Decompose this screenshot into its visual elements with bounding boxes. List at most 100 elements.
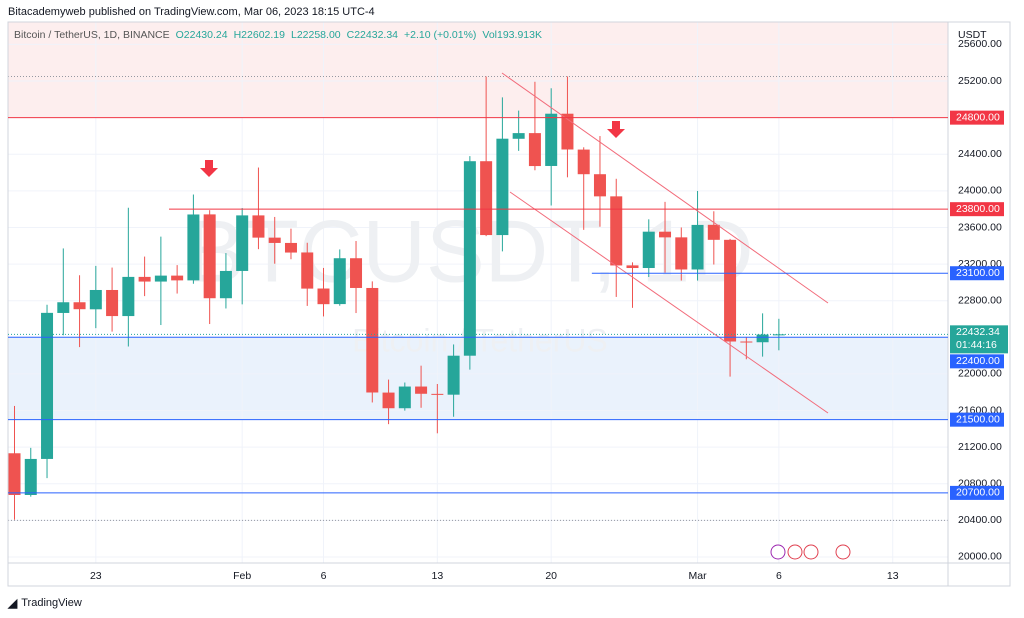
candle-body	[333, 258, 346, 305]
y-tick-label: 22800.00	[958, 294, 1002, 306]
candle-body	[610, 196, 623, 266]
channel-lower	[509, 191, 829, 414]
candle-body	[577, 149, 590, 175]
y-tick-label: 22000.00	[958, 368, 1002, 380]
candle-body	[561, 113, 574, 150]
countdown: 01:44:16	[956, 339, 997, 351]
candle-body	[756, 334, 769, 343]
level-label-box	[950, 412, 1004, 427]
candle-body	[463, 161, 476, 356]
y-tick-label: 23600.00	[958, 221, 1002, 233]
event-icons	[770, 544, 851, 560]
candle-body	[8, 453, 21, 495]
candle-body	[301, 252, 314, 289]
channel-upper	[501, 72, 829, 304]
x-tick-label: 6	[321, 570, 327, 582]
event-icon[interactable]	[803, 544, 819, 560]
candle-body	[203, 214, 216, 299]
header: Bitacademyweb published on TradingView.c…	[8, 6, 375, 18]
candle-body	[284, 242, 297, 253]
y-tick-label: 21200.00	[958, 441, 1002, 453]
level-label: 20700.00	[956, 487, 1000, 499]
y-tick-label: 24400.00	[958, 148, 1002, 160]
event-icon[interactable]	[787, 544, 803, 560]
legend-item: C22432.34	[346, 29, 399, 41]
x-tick-label: Feb	[233, 570, 251, 582]
y-tick-label: 24000.00	[958, 185, 1002, 197]
level-label: 23800.00	[956, 203, 1000, 215]
level-label-box	[950, 266, 1004, 281]
candle-body	[675, 237, 688, 270]
symbol: Bitcoin / TetherUS, 1D, BINANCE	[14, 29, 170, 41]
candle-body	[73, 302, 86, 310]
arrow-down	[200, 160, 218, 177]
candle-body	[431, 393, 444, 395]
candle-body	[415, 386, 428, 394]
frame	[7, 21, 1011, 587]
event-icon[interactable]	[770, 544, 786, 560]
level-label: 23100.00	[956, 267, 1000, 279]
candle-body	[382, 392, 395, 409]
level-label: 21500.00	[956, 413, 1000, 425]
last-price-label: 22432.34	[956, 326, 1000, 338]
candle-body	[740, 341, 753, 343]
x-tick-label: 13	[887, 570, 899, 582]
y-tick-label: 20400.00	[958, 514, 1002, 526]
candle-body	[41, 312, 54, 459]
candle-body	[89, 289, 102, 310]
x-tick-label: 20	[545, 570, 557, 582]
logo: ◢	[8, 596, 18, 610]
level-label-box	[950, 202, 1004, 217]
level-label: 24800.00	[956, 111, 1000, 123]
legend-item: H22602.19	[233, 29, 285, 41]
candle-body	[593, 174, 606, 197]
candle-body	[398, 386, 411, 409]
candle-body	[219, 270, 232, 299]
arrow-down	[607, 121, 625, 138]
y-tick-label: 25200.00	[958, 75, 1002, 87]
candle-body	[236, 215, 249, 271]
candle-body	[691, 224, 704, 270]
candle-body	[496, 138, 509, 236]
zone	[8, 337, 948, 420]
candle-body	[122, 276, 135, 317]
candle-body	[512, 133, 525, 139]
legend-item: Vol193.913K	[482, 29, 542, 41]
y-tick-label: 25600.00	[958, 38, 1002, 50]
candle-body	[528, 133, 541, 167]
last-price-box	[950, 325, 1008, 354]
x-tick-label: 13	[431, 570, 443, 582]
candle-body	[154, 275, 167, 282]
candle-body	[772, 334, 785, 336]
brand: TradingView	[21, 597, 82, 609]
legend-item: L22258.00	[290, 29, 341, 41]
x-tick-label: 6	[776, 570, 782, 582]
candle-body	[252, 215, 265, 238]
candle-body	[366, 287, 379, 393]
x-tick-label: Mar	[689, 570, 708, 582]
plot	[8, 76, 785, 520]
candle-body	[707, 224, 720, 240]
candle-body	[106, 289, 119, 317]
candle-body	[659, 231, 672, 238]
level-label-box	[950, 354, 1004, 369]
legend: Bitcoin / TetherUS, 1D, BINANCE O22430.2…	[14, 29, 542, 41]
watermark-subtitle: Bitcoin / TetherUS	[352, 322, 608, 358]
candle-body	[480, 161, 493, 236]
footer: ◢ TradingView	[8, 596, 82, 610]
x-tick-label: 23	[90, 570, 102, 582]
candle-body	[545, 113, 558, 166]
candle-body	[138, 276, 151, 282]
legend-item: O22430.24	[175, 29, 228, 41]
event-icon[interactable]	[835, 544, 851, 560]
legend-item: +2.10 (+0.01%)	[404, 29, 477, 41]
candle-body	[447, 355, 460, 395]
level-label: 22400.00	[956, 355, 1000, 367]
candle-body	[642, 231, 655, 269]
level-label-box	[950, 485, 1004, 500]
candle-body	[350, 258, 363, 288]
candle-body	[171, 275, 184, 281]
candle-body	[187, 214, 200, 281]
